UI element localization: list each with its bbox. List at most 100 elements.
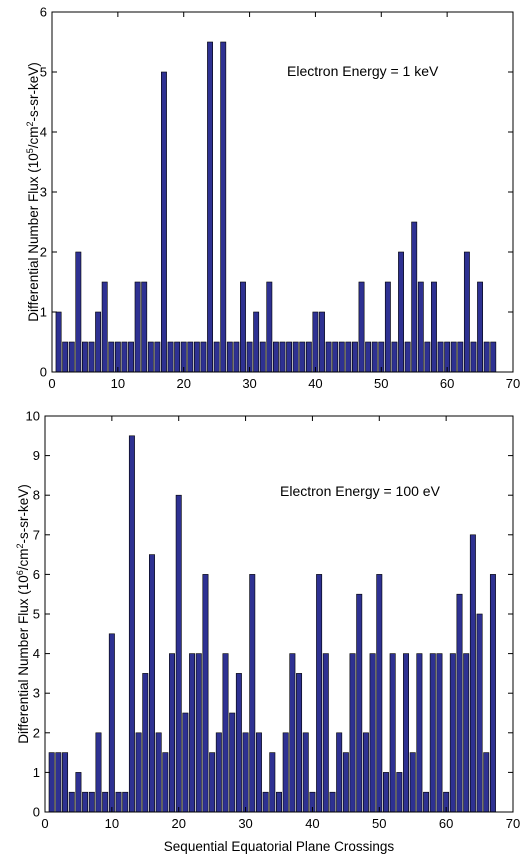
bar [209,752,216,813]
bar [345,341,352,373]
bar [477,281,484,373]
bar [167,341,174,373]
bar [195,653,202,813]
bar [101,281,108,373]
y-tick-label: 4 [33,646,40,661]
bar [95,311,102,373]
bar [411,221,418,373]
bar [134,281,141,373]
ylabel-top: Differential Number Flux (105/cm2-s-sr-k… [25,62,41,322]
annotation-bottom: Electron Energy = 100 eV [280,483,441,499]
chart-top-1kev: 0 10 20 30 40 50 60 70 0 1 2 3 4 5 6 Electron Energy =… [25,5,520,392]
bar [95,732,102,813]
x-tick-label: 20 [176,376,190,391]
bar [352,341,358,373]
bar [88,341,95,373]
bar [463,653,470,813]
bar [162,752,169,813]
bar [222,653,229,813]
chart-bottom-100ev: 0 10 20 30 40 50 60 70 0 1 2 3 4 5 6 7 8 9 10 Electron Ene… [15,409,520,855]
bar [279,341,286,373]
bar [229,712,236,813]
x-tick-label: 50 [372,816,386,831]
y-tick-label: 7 [33,527,40,542]
bar [200,341,207,373]
bar [102,791,109,813]
bar [226,341,233,373]
bar [336,732,343,813]
bar [365,341,372,373]
y-tick-label: 8 [33,488,40,503]
bar [423,791,430,813]
bar [62,752,69,813]
bar [169,653,176,813]
bar [161,71,167,373]
bar [235,673,242,813]
bar [68,341,75,373]
axes-frame-top [51,11,514,373]
y-tick-label: 4 [40,125,47,140]
bar [369,653,376,813]
bar [155,732,162,813]
bar [398,251,404,373]
bar [356,593,363,813]
bar [48,752,55,813]
x-tick-label: 60 [439,816,453,831]
bar [469,534,476,813]
y-tick-label: 5 [33,607,40,622]
bar [338,341,345,373]
bar [396,772,403,813]
bar [286,341,293,373]
bar [202,574,209,813]
bar [312,311,319,373]
x-tick-label: 60 [440,376,454,391]
bar [128,341,134,373]
bar [266,281,273,373]
bar [108,633,115,813]
x-tick-label: 50 [374,376,388,391]
ylabel-bottom: Differential Number Flux (106/cm2-s-sr-k… [15,484,31,744]
y-tick-label: 1 [40,305,47,320]
bar [404,341,411,373]
bar [174,341,181,373]
x-tick-label: 40 [305,816,319,831]
bar [75,772,82,813]
annotation-top: Electron Energy = 1 keV [287,63,439,79]
x-tick-label: 20 [171,816,185,831]
bar [342,752,349,813]
y-tick-label: 0 [40,365,47,380]
bar [262,791,269,813]
y-tick-label: 9 [33,448,40,463]
x-tick-label: 0 [48,376,55,391]
bar [436,653,443,813]
bar [249,574,256,813]
bar [449,653,456,813]
x-tick-label: 40 [308,376,322,391]
y-tick-label: 10 [26,409,40,424]
bar [154,341,161,373]
bar [490,341,497,373]
x-tick-label: 70 [506,816,520,831]
bar [108,341,115,373]
bar [282,732,289,813]
bar [128,435,135,813]
bar [193,341,200,373]
bar [135,732,142,813]
y-tick-label: 6 [33,567,40,582]
bar [88,791,95,813]
bar [121,341,128,373]
bar [82,791,89,813]
bar [362,732,369,813]
xlabel-bottom: Sequential Equatorial Plane Crossings [164,839,395,854]
axes-frame-bottom [44,415,514,813]
bar [457,341,464,373]
bar [292,341,299,373]
bar [81,341,88,373]
bar [148,554,155,813]
bar [382,772,389,813]
bar [358,281,365,373]
x-tick-label: 10 [105,816,119,831]
bar [182,712,189,813]
bar [122,791,129,813]
